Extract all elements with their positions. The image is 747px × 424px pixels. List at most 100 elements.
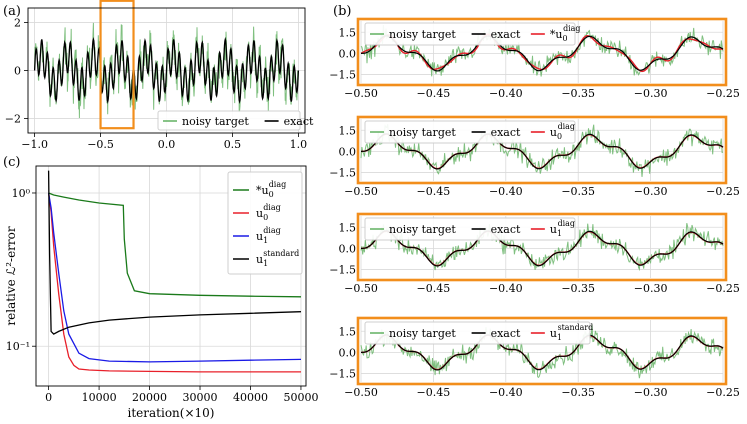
x-tick-label: −0.50 <box>344 185 378 198</box>
exact-line <box>361 35 724 72</box>
legend-math-2: *u0diag <box>550 24 581 43</box>
highlight-frame <box>356 17 728 87</box>
x-tick-label: −0.35 <box>561 282 595 295</box>
legend-math-2: u1diag <box>256 226 281 245</box>
exact-line <box>361 230 724 267</box>
legend-c: *u0diag u0diag u1diag u1standard <box>227 171 303 275</box>
series-line-3 <box>47 170 302 335</box>
subplot-b-2: −0.50 −0.45 −0.40 −0.35 −0.30 −0.25 1.5 0.0 −1.5… <box>329 115 740 198</box>
legend-label-0: noisy target <box>389 28 456 41</box>
legend-label-1: exact <box>491 28 521 41</box>
legend-box <box>364 22 576 46</box>
x-tick-label: −0.40 <box>489 386 523 399</box>
x-tick-label: −0.30 <box>634 87 668 100</box>
legend-label-0: noisy target <box>389 126 456 139</box>
x-tick-label: −0.40 <box>489 87 523 100</box>
x-tick-label: −0.45 <box>417 282 451 295</box>
x-tick-label: −0.35 <box>561 87 595 100</box>
x-tick-label: −0.25 <box>706 386 740 399</box>
noisy-target-line <box>360 222 724 272</box>
subplot-b-4: −0.50 −0.45 −0.40 −0.35 −0.30 −0.25 1.5 0.0 −1.5… <box>329 316 740 399</box>
y-tick-label: −1.5 <box>329 69 356 82</box>
exact-line <box>361 133 724 170</box>
series-line-0 <box>48 192 302 298</box>
y-tick-label: 1.5 <box>339 221 357 234</box>
x-tick-label: −0.30 <box>634 185 668 198</box>
x-tick-label: −1.0 <box>21 138 48 151</box>
exact-line <box>361 334 724 371</box>
y-tick-label: 10⁰ <box>12 187 31 200</box>
y-tick-label: 2 <box>14 16 21 29</box>
legend-math-2: u0diag <box>550 122 575 141</box>
x-tick-label: −0.30 <box>634 282 668 295</box>
noisy-target-line <box>360 324 724 379</box>
highlight-region <box>99 0 135 130</box>
legend-math-0: *u0diag <box>256 180 286 199</box>
highlight-frame <box>356 316 728 386</box>
y-tick-label: 1.5 <box>339 325 357 338</box>
legend-box <box>227 171 303 275</box>
legend-math-1: u0diag <box>256 203 281 222</box>
y-tick-label: −1.5 <box>329 368 356 381</box>
y-axis-label: relative ℒ²-error <box>4 226 18 325</box>
x-tick-label: −0.50 <box>344 87 378 100</box>
x-tick-label: 20000 <box>132 391 167 404</box>
legend-box <box>364 120 576 144</box>
panel-label-c: (c) <box>3 155 20 170</box>
legend-label-0: noisy target <box>389 223 456 236</box>
x-tick-label: −0.40 <box>489 185 523 198</box>
x-tick-label: −0.50 <box>344 282 378 295</box>
legend-label-1: exact <box>491 327 521 340</box>
panel-label-a: (a) <box>3 4 21 19</box>
y-tick-label: 0.0 <box>339 145 357 158</box>
y-tick-label: −1.5 <box>329 167 356 180</box>
x-tick-label: −0.25 <box>706 87 740 100</box>
highlight-frame <box>356 212 728 282</box>
panel-c-chart: 0 10000 20000 30000 40000 50000 10⁰ 10⁻¹ iterati… <box>4 165 318 420</box>
x-tick-label: 0.5 <box>224 138 242 151</box>
y-tick-label: 0.0 <box>339 242 357 255</box>
x-tick-label: 10000 <box>82 391 117 404</box>
series-line-1 <box>47 192 301 373</box>
axes-frame <box>27 7 306 134</box>
legend-b-2: noisy target exact u0diag <box>364 120 576 144</box>
panel-b-charts: −0.50 −0.45 −0.40 −0.35 −0.30 −0.25 1.5 0.0 −1.5… <box>329 17 740 399</box>
x-tick-label: 30000 <box>183 391 218 404</box>
x-tick-label: −0.35 <box>561 185 595 198</box>
panel-a-chart: −1.0 −0.5 0.0 0.5 1.0 −2 0 2 noisy target exact <box>5 0 314 151</box>
y-tick-label: 0 <box>14 65 21 78</box>
x-tick-label: 1.0 <box>290 138 308 151</box>
y-tick-label: −2 <box>5 113 21 126</box>
x-tick-label: −0.25 <box>706 282 740 295</box>
y-tick-label: −1.5 <box>329 264 356 277</box>
legend-math-3: u1standard <box>256 249 299 268</box>
legend-box <box>364 217 576 241</box>
x-tick-label: −0.5 <box>87 138 114 151</box>
legend-math-2: u1standard <box>550 323 593 342</box>
y-tick-label: 10⁻¹ <box>6 340 30 353</box>
x-tick-label: −0.45 <box>417 386 451 399</box>
x-tick-label: −0.35 <box>561 386 595 399</box>
legend-a: noisy target exact <box>157 110 314 131</box>
legend-label-1: exact <box>284 115 314 128</box>
x-axis-label: iteration(×10) <box>128 406 215 420</box>
x-tick-label: −0.25 <box>706 185 740 198</box>
x-tick-label: −0.50 <box>344 386 378 399</box>
legend-b-1: noisy target exact *u0diag <box>364 22 581 46</box>
panel-label-b: (b) <box>333 4 351 19</box>
legend-b-4: noisy target exact u1standard <box>364 321 593 345</box>
series-line-2 <box>47 192 302 363</box>
x-tick-label: 50000 <box>283 391 318 404</box>
highlight-frame <box>356 115 728 185</box>
subplot-b-3: −0.50 −0.45 −0.40 −0.35 −0.30 −0.25 1.5 0.0 −1.5… <box>329 212 740 295</box>
legend-box <box>157 110 301 131</box>
x-tick-label: 0.0 <box>158 138 176 151</box>
exact-line <box>33 36 300 105</box>
axes-frame <box>35 165 307 387</box>
x-tick-label: 0 <box>45 391 52 404</box>
legend-label-1: exact <box>491 126 521 139</box>
y-tick-label: 0.0 <box>339 346 357 359</box>
y-tick-label: 1.5 <box>339 124 357 137</box>
x-tick-label: 40000 <box>233 391 268 404</box>
